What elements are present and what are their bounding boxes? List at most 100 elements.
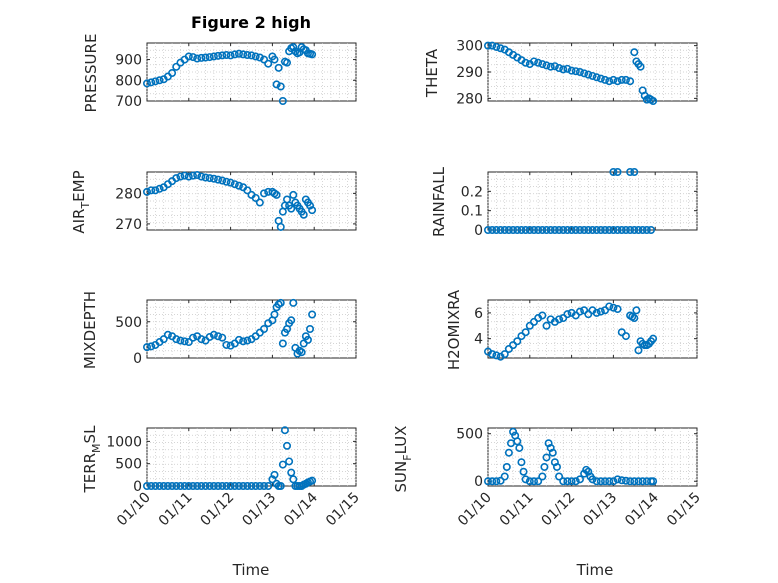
ylabel-sun-flux-main: SUN <box>392 461 410 493</box>
data-point <box>209 330 218 339</box>
figure-title: Figure 2 high <box>191 13 311 32</box>
data-point <box>596 477 605 486</box>
data-point <box>550 62 559 71</box>
x-tick-label: 01/10 <box>114 490 154 530</box>
data-point <box>268 475 277 484</box>
data-point <box>205 332 214 341</box>
data-point <box>617 75 626 84</box>
data-point <box>188 53 197 62</box>
data-point <box>626 477 635 486</box>
data-point <box>575 226 584 235</box>
data-point <box>550 226 559 235</box>
data-point <box>596 307 605 316</box>
data-point <box>176 336 185 345</box>
data-point <box>255 481 264 490</box>
data-point <box>525 477 534 486</box>
data-point <box>239 50 248 59</box>
data-point <box>483 41 492 50</box>
data-point <box>638 477 647 486</box>
data-point <box>609 226 618 235</box>
data-point <box>306 324 315 333</box>
data-point <box>513 226 522 235</box>
data-point <box>500 226 509 235</box>
data-point <box>230 481 239 490</box>
data-point <box>151 77 160 86</box>
data-point <box>521 328 530 337</box>
panel-2: 280 290 300 <box>456 39 698 107</box>
data-point <box>488 477 497 486</box>
data-point <box>521 226 530 235</box>
y-tick-label: 500 <box>115 315 142 331</box>
data-point <box>649 477 658 486</box>
data-point <box>143 481 152 490</box>
ylabel-terr-msl: TERRMSL <box>81 425 103 494</box>
data-point <box>525 226 534 235</box>
data-point <box>209 52 218 61</box>
data-point <box>188 171 197 180</box>
x-tick-label: 01/12 <box>539 490 579 530</box>
data-point <box>226 481 235 490</box>
panel-6: 46 <box>474 299 698 361</box>
data-point <box>243 336 252 345</box>
data-point <box>289 43 298 52</box>
data-point <box>184 338 193 347</box>
data-point <box>155 76 164 85</box>
x-tick-label: 01/10 <box>455 490 495 530</box>
data-point <box>255 53 264 62</box>
data-point <box>609 477 618 486</box>
y-tick-label: 900 <box>115 53 142 69</box>
ylabel-terr-msl-main: TERR <box>81 453 99 494</box>
data-point <box>218 176 227 185</box>
data-point <box>270 310 279 319</box>
data-point <box>592 308 601 317</box>
data-point <box>630 477 639 486</box>
data-point <box>592 477 601 486</box>
data-point <box>180 481 189 490</box>
data-point <box>272 80 281 89</box>
data-point <box>299 210 308 219</box>
data-point <box>513 437 522 446</box>
ylabel-air-temp-sub: T <box>79 202 92 210</box>
data-point <box>519 467 528 476</box>
panel-5: 0 500 <box>115 298 357 367</box>
data-point <box>287 468 296 477</box>
data-point <box>580 226 589 235</box>
data-point <box>638 226 647 235</box>
data-point <box>287 316 296 325</box>
data-point <box>251 193 260 202</box>
data-point <box>567 477 576 486</box>
data-point <box>205 53 214 62</box>
data-point <box>234 49 243 58</box>
ylabel-theta: THETA <box>423 48 441 98</box>
data-point <box>289 475 298 484</box>
data-point <box>605 226 614 235</box>
data-point <box>218 51 227 60</box>
y-tick-label: 500 <box>456 427 483 443</box>
data-point <box>276 481 285 490</box>
data-point <box>513 337 522 346</box>
data-point <box>563 226 572 235</box>
data-point <box>488 350 497 359</box>
data-point <box>492 351 501 360</box>
data-point <box>552 462 561 471</box>
data-point <box>214 175 223 184</box>
data-point <box>197 172 206 181</box>
data-point <box>308 310 317 319</box>
data-point <box>209 481 218 490</box>
data-point <box>278 339 287 348</box>
data-point <box>280 426 289 435</box>
x-tick-label: 01/14 <box>281 489 321 529</box>
data-point <box>276 82 285 91</box>
data-point <box>230 50 239 59</box>
data-point <box>517 226 526 235</box>
data-point <box>234 335 243 344</box>
data-point <box>630 168 639 177</box>
data-point <box>649 97 658 106</box>
data-point <box>538 311 547 320</box>
data-point <box>542 61 551 70</box>
data-point <box>159 481 168 490</box>
data-point <box>548 448 557 457</box>
data-point <box>222 340 231 349</box>
data-point <box>521 475 530 484</box>
data-point <box>260 481 269 490</box>
